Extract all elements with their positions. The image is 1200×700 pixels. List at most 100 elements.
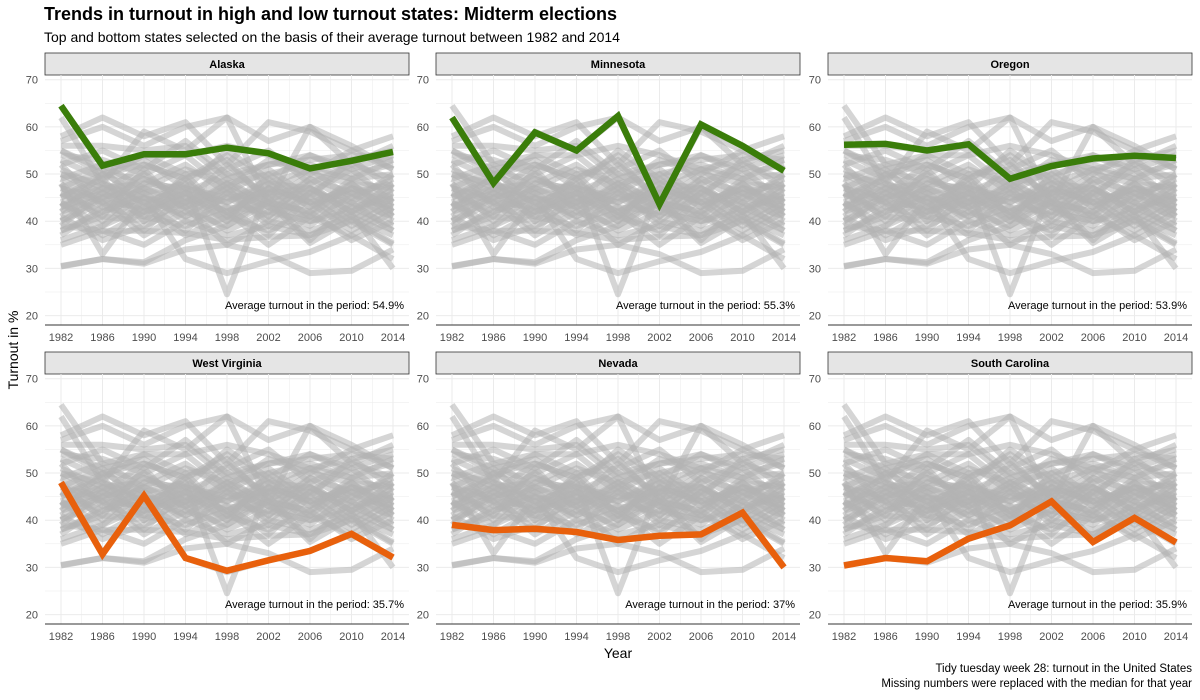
highlight-state-line [58,480,395,575]
x-tick-label: 2006 [1081,332,1105,344]
y-tick-label: 50 [417,169,429,181]
background-state-line [60,413,395,467]
background-state-line [842,446,1178,486]
background-state-line [59,147,395,187]
x-tick-label: 2014 [381,332,405,344]
x-tick-label: 1990 [523,631,547,643]
x-tick-label: 1990 [132,631,156,643]
y-tick-label: 60 [26,122,38,134]
facet-strip-label: Nevada [598,358,638,370]
background-state-line [842,479,1178,533]
average-turnout-annotation: Average turnout in the period: 35.7% [225,599,404,611]
y-tick-label: 30 [26,562,38,574]
average-turnout-annotation: Average turnout in the period: 35.9% [1008,599,1187,611]
background-state-line [450,185,786,239]
background-state-line [451,517,786,547]
y-tick-label: 30 [26,263,38,275]
y-tick-label: 50 [809,169,821,181]
y-tick-label: 20 [417,311,429,323]
background-state-line [842,180,1178,234]
x-tick-label: 2010 [1122,332,1146,344]
caption-line-2: Missing numbers were replaced with the m… [881,678,1192,690]
y-tick-label: 20 [417,610,429,622]
x-tick-label: 2014 [772,631,796,643]
y-tick-label: 40 [26,216,38,228]
background-state-line [59,446,395,486]
x-tick-label: 1986 [873,332,897,344]
y-tick-label: 30 [417,562,429,574]
y-tick-label: 60 [417,421,429,433]
x-tick-label: 2002 [647,631,671,643]
y-tick-label: 50 [26,169,38,181]
x-tick-label: 1986 [90,631,114,643]
x-tick-label: 2006 [689,332,713,344]
y-tick-label: 30 [809,263,821,275]
background-state-line [843,218,1178,248]
chart-subtitle: Top and bottom states selected on the ba… [44,29,620,45]
y-tick-label: 40 [417,515,429,527]
x-tick-label: 2010 [730,631,754,643]
background-state-line [59,484,395,538]
x-tick-label: 1982 [49,631,73,643]
x-tick-label: 2006 [1081,631,1105,643]
background-state-line [842,484,1178,538]
x-tick-label: 1982 [832,631,856,643]
background-state-line [450,180,786,234]
x-tick-label: 1998 [215,332,239,344]
facet-strip-label: Oregon [990,59,1029,71]
background-state-line [843,114,1178,168]
background-state-line [59,185,395,239]
x-tick-label: 2010 [1122,631,1146,643]
x-tick-label: 1994 [173,332,197,344]
average-turnout-annotation: Average turnout in the period: 53.9% [1008,300,1187,312]
average-turnout-annotation: Average turnout in the period: 55.3% [616,300,795,312]
y-tick-label: 60 [417,122,429,134]
x-tick-label: 2006 [298,332,322,344]
background-state-line [451,218,786,248]
chart-title: Trends in turnout in high and low turnou… [44,4,618,24]
y-tick-label: 70 [809,374,821,386]
x-tick-label: 2002 [1039,332,1063,344]
y-tick-label: 50 [26,468,38,480]
y-tick-label: 20 [809,311,821,323]
x-tick-label: 1982 [440,332,464,344]
background-state-line [842,147,1178,187]
x-tick-label: 1994 [956,332,980,344]
y-tick-label: 20 [809,610,821,622]
facet-panel-west-virginia: West Virginia Average turnout in the peri… [26,351,410,643]
x-tick-label: 2014 [381,631,405,643]
y-tick-label: 60 [26,421,38,433]
background-state-line [450,479,786,533]
x-tick-label: 1998 [998,631,1022,643]
y-axis-title: Turnout in % [5,311,21,390]
background-state-line [59,479,395,533]
x-tick-label: 1994 [564,332,588,344]
facet-panel-minnesota: Minnesota Average turnout in the period: … [417,52,801,344]
x-tick-label: 1998 [215,631,239,643]
x-tick-label: 2010 [730,332,754,344]
facet-panel-oregon: Oregon Average turnout in the period: 53.… [809,52,1193,344]
average-turnout-annotation: Average turnout in the period: 54.9% [225,300,404,312]
facet-panel-alaska: Alaska Average turnout in the period: 54.… [26,52,410,344]
x-tick-label: 2006 [689,631,713,643]
y-tick-label: 40 [26,515,38,527]
average-turnout-annotation: Average turnout in the period: 37% [625,599,795,611]
y-tick-label: 30 [417,263,429,275]
facet-panel-nevada: Nevada Average turnout in the period: 37%… [417,351,801,643]
x-tick-label: 1990 [523,332,547,344]
x-tick-label: 1998 [998,332,1022,344]
x-tick-label: 1986 [481,631,505,643]
x-tick-label: 1986 [873,631,897,643]
background-state-line [450,446,786,486]
y-tick-label: 50 [809,468,821,480]
x-tick-label: 2014 [1164,332,1188,344]
y-tick-label: 40 [809,515,821,527]
background-state-line [451,413,786,467]
y-tick-label: 70 [809,75,821,87]
highlight-state-line [843,140,1177,183]
facet-strip-label: Minnesota [591,59,646,71]
caption-line-1: Tidy tuesday week 28: turnout in the Uni… [935,663,1192,675]
facet-strip-label: South Carolina [971,358,1050,370]
facet-panel-south-carolina: South Carolina Average turnout in the per… [809,351,1193,643]
highlight-state-line [449,110,786,212]
